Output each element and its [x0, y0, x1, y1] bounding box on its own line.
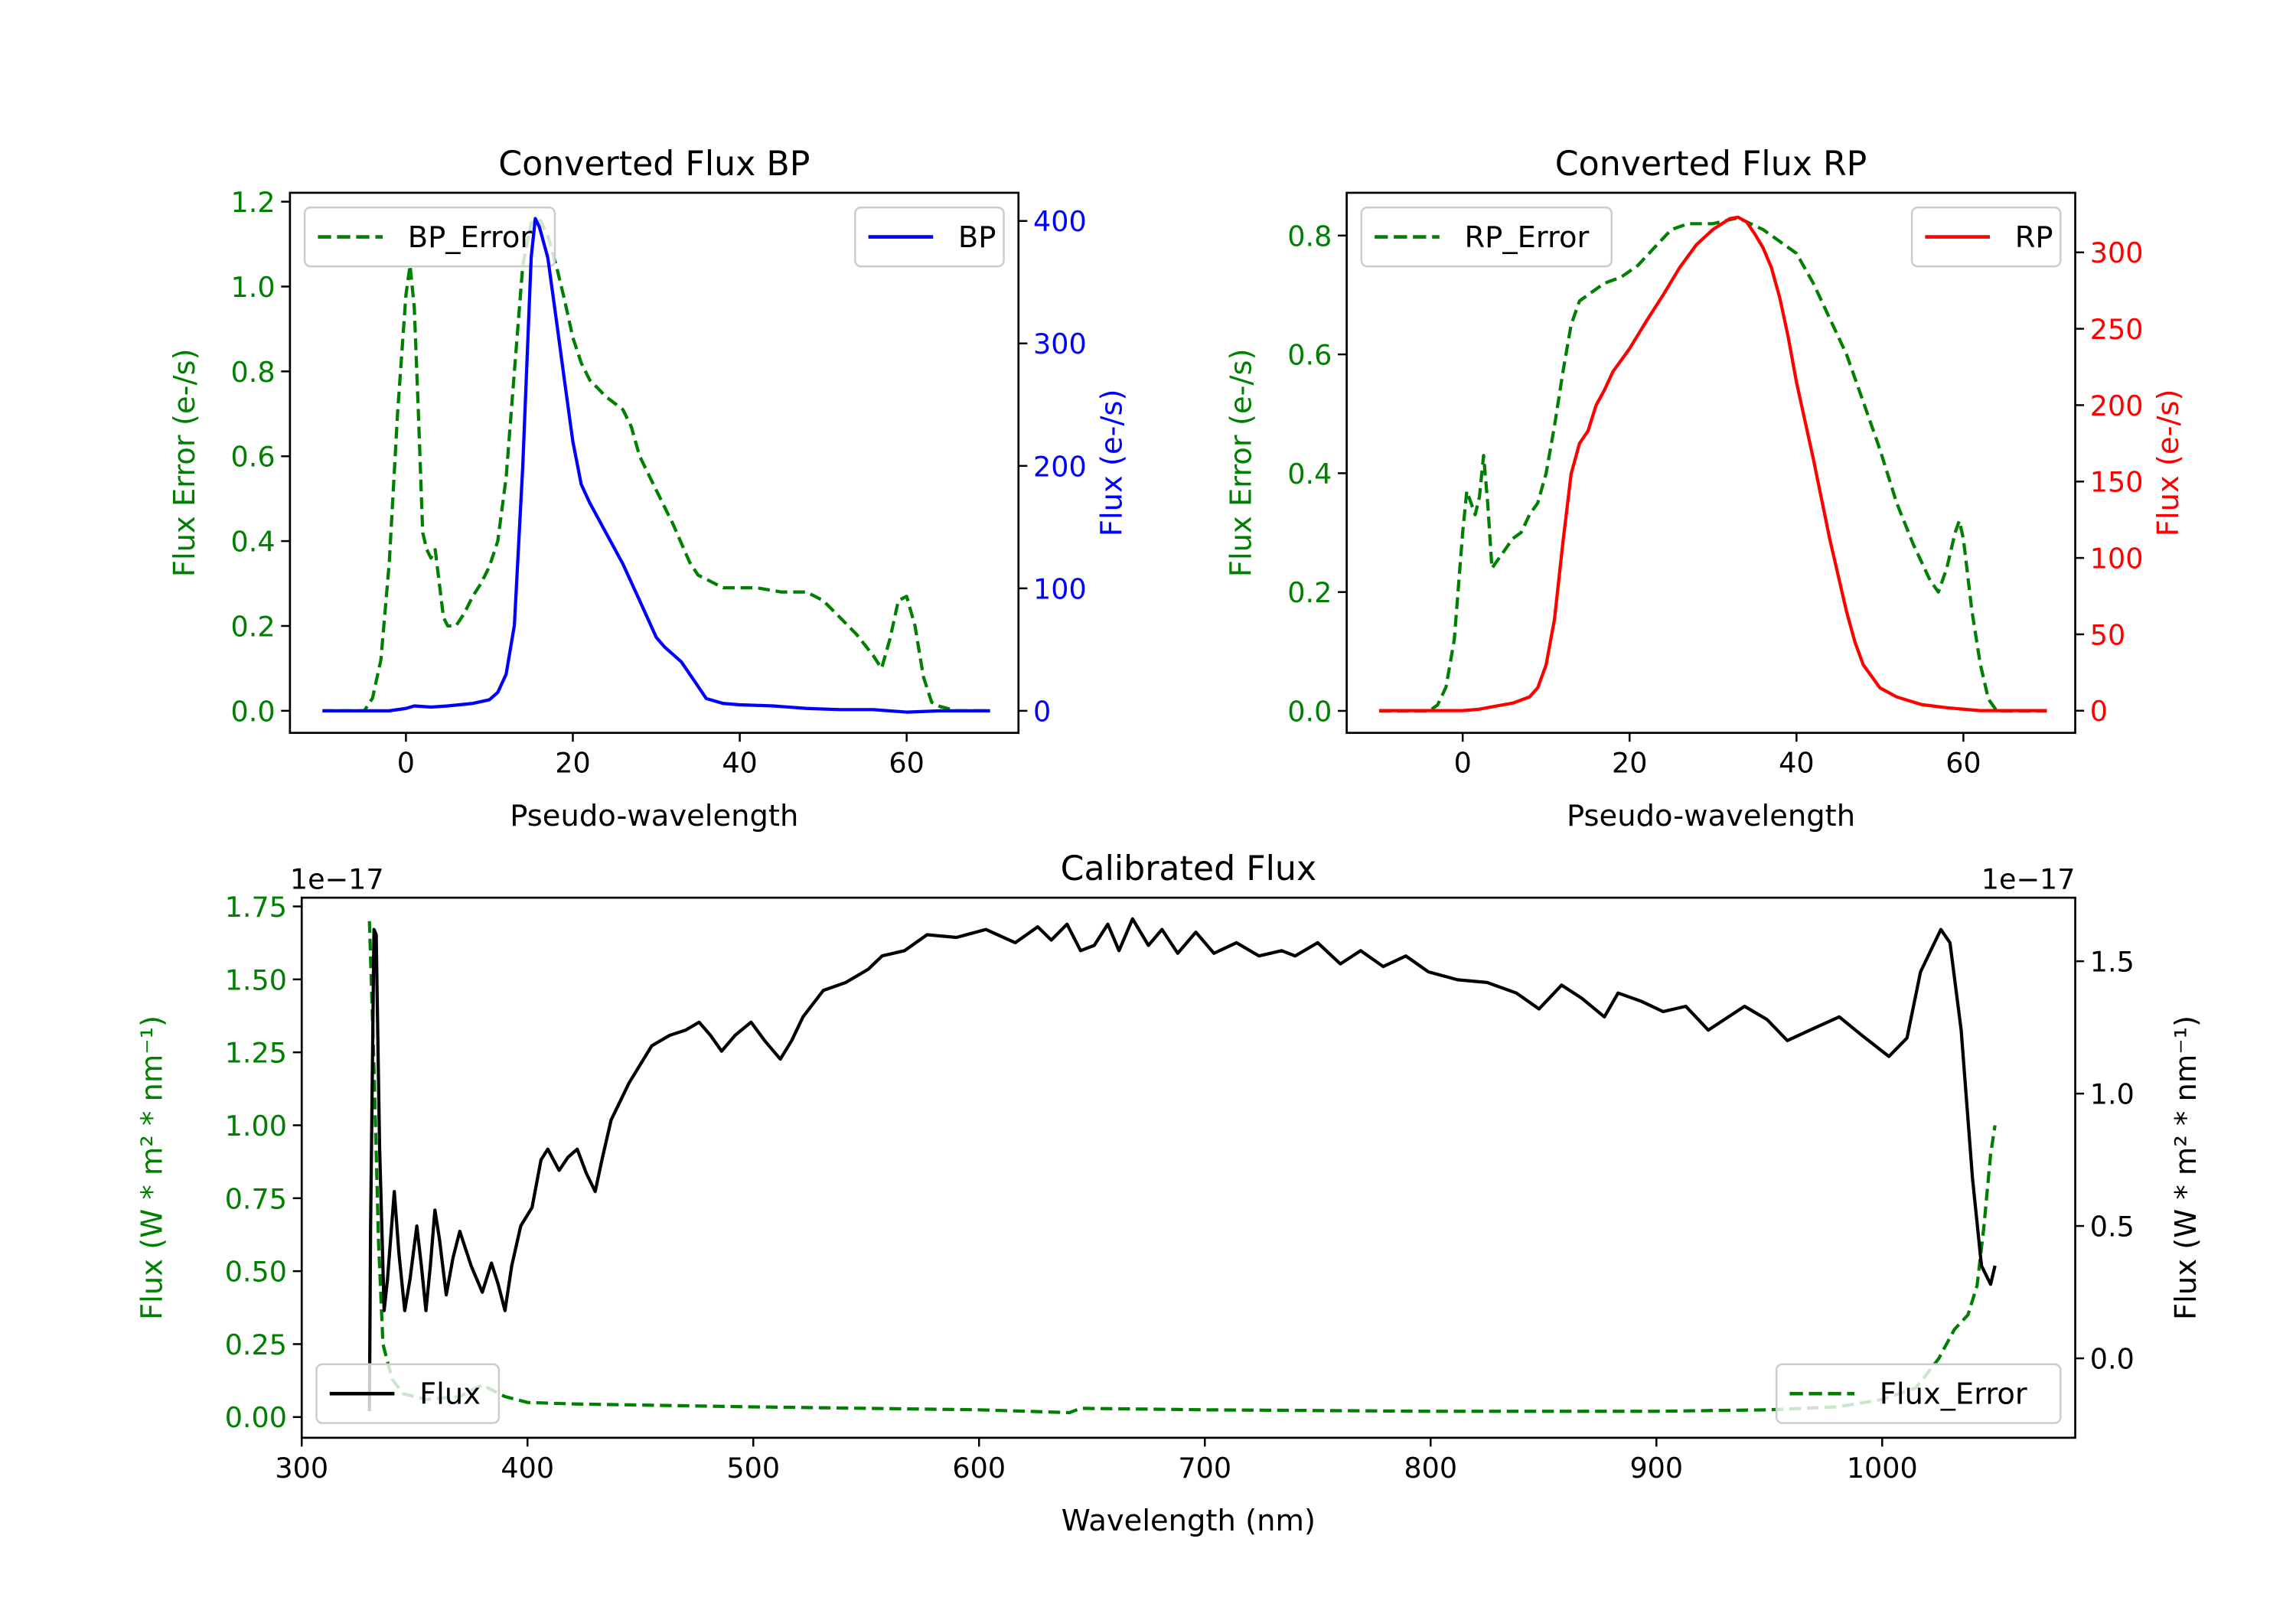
axes-frame [300, 896, 2076, 1439]
legend-label: Flux [419, 1377, 481, 1412]
chart-title: Converted Flux RP [1555, 145, 1867, 184]
y-right-tick-label: 300 [1033, 328, 1087, 360]
bp-panel: Converted Flux BP 0 20 40 60 Pseudo-wavelengt… [168, 145, 1130, 833]
y-left-tick-label: 0.6 [231, 441, 276, 474]
legend-bp-error: BP_Error [303, 206, 556, 268]
y-left-tick-label: 1.50 [225, 963, 287, 996]
rp-panel: Converted Flux RP 0 20 40 60 Pseudo-wavelengt… [1225, 145, 2187, 833]
x-tick-label: 600 [952, 1452, 1006, 1485]
y-left-tick-label: 0.6 [1287, 339, 1332, 372]
y-left-tick-label: 0.8 [231, 356, 276, 389]
y-left-tick-label: 0.4 [231, 526, 276, 559]
y-right-tick-label: 1.5 [2090, 946, 2135, 979]
legend-box [1360, 206, 1613, 268]
x-tick-label: 0 [1454, 747, 1472, 780]
legend-label: BP [958, 220, 996, 255]
series-line-rp-error [1379, 216, 2047, 713]
y-right-tick-label: 200 [2090, 390, 2144, 422]
x-tick-label: 400 [501, 1452, 554, 1485]
legend-box [315, 1363, 501, 1424]
y-left-tick-label: 1.25 [225, 1037, 287, 1070]
x-tick-label: 300 [275, 1452, 328, 1485]
x-tick-label: 800 [1404, 1452, 1457, 1485]
x-tick-label: 40 [722, 747, 757, 780]
legend-bp: BP [854, 206, 1005, 268]
legend-label: RP_Error [1464, 220, 1589, 255]
x-tick-label: 60 [889, 747, 924, 780]
y-right-tick-label: 0.0 [2090, 1343, 2135, 1376]
x-tick-label: 0 [397, 747, 415, 780]
series-line-bp-error [322, 217, 990, 712]
y-right-tick-label: 100 [1033, 572, 1087, 605]
y-left-tick-label: 0.00 [225, 1401, 287, 1434]
y-right-tick-label: 0 [2090, 695, 2108, 728]
chart-title: Calibrated Flux [1061, 849, 1316, 888]
x-tick-label: 60 [1945, 747, 1981, 780]
x-tick-label: 500 [726, 1452, 780, 1485]
legend-label: BP_Error [408, 220, 533, 255]
y-right-offset-text: 1e−17 [1981, 863, 2076, 896]
y-right-tick-label: 300 [2090, 236, 2144, 269]
x-tick-label: 20 [555, 747, 590, 780]
x-tick-label: 900 [1629, 1452, 1683, 1485]
y-left-tick-label: 0.0 [1287, 695, 1332, 728]
y-left-tick-label: 0.2 [1287, 576, 1332, 609]
legend-flux-error: Flux_Error [1775, 1363, 2062, 1424]
y-left-tick-label: 1.0 [231, 271, 276, 304]
y-right-tick-label: 100 [2090, 543, 2144, 575]
legend-rp: RP [1910, 206, 2062, 268]
legend-rp-error: RP_Error [1360, 206, 1613, 268]
x-tick-label: 20 [1612, 747, 1647, 780]
y-right-tick-label: 200 [1033, 450, 1087, 483]
y-right-axis-label: Flux (e-/s) [2151, 389, 2186, 536]
x-tick-label: 40 [1779, 747, 1814, 780]
y-left-tick-label: 1.75 [225, 891, 287, 924]
y-left-tick-label: 0.0 [231, 695, 276, 728]
y-left-tick-label: 1.2 [231, 186, 276, 219]
x-tick-label: 1000 [1847, 1452, 1918, 1485]
series-line-rp [1379, 215, 2047, 712]
series-line-flux [367, 917, 1997, 1412]
y-right-tick-label: 400 [1033, 205, 1087, 238]
axes-frame [1345, 191, 2076, 735]
legend-label: RP [2015, 220, 2053, 255]
y-right-tick-label: 150 [2090, 466, 2144, 499]
legend-label: Flux_Error [1880, 1377, 2027, 1412]
y-left-axis-label: Flux (W * m² * nm⁻¹) [135, 1015, 170, 1320]
y-right-tick-label: 250 [2090, 313, 2144, 346]
x-axis-label: Pseudo-wavelength [1567, 799, 1855, 833]
x-tick-label: 700 [1178, 1452, 1231, 1485]
x-axis-label: Wavelength (nm) [1062, 1504, 1316, 1538]
y-right-axis-label: Flux (e-/s) [1094, 389, 1129, 536]
y-left-tick-label: 0.2 [231, 610, 276, 643]
y-left-axis-label: Flux Error (e-/s) [168, 348, 202, 577]
legend-flux: Flux [315, 1363, 501, 1424]
legend-box [303, 206, 556, 268]
series-line-bp [322, 217, 990, 714]
y-right-axis-label: Flux (W * m² * nm⁻¹) [2169, 1015, 2203, 1320]
y-left-tick-label: 0.8 [1287, 220, 1332, 253]
calibrated-flux-panel: Calibrated Flux 300 400 500 600 700 800 900 1000… [135, 849, 2204, 1538]
chart-title: Converted Flux BP [498, 145, 810, 184]
y-left-tick-label: 0.4 [1287, 458, 1332, 491]
y-right-tick-label: 0 [1033, 695, 1051, 728]
y-left-tick-label: 0.25 [225, 1328, 287, 1361]
y-right-tick-label: 1.0 [2090, 1078, 2135, 1111]
y-left-tick-label: 0.50 [225, 1256, 287, 1289]
legend-box [1775, 1363, 2062, 1424]
y-left-tick-label: 1.00 [225, 1110, 287, 1143]
y-left-offset-text: 1e−17 [290, 863, 384, 896]
y-right-tick-label: 50 [2090, 618, 2125, 651]
y-left-tick-label: 0.75 [225, 1182, 287, 1215]
y-left-axis-label: Flux Error (e-/s) [1225, 348, 1259, 577]
y-right-tick-label: 0.5 [2090, 1211, 2135, 1244]
axes-frame [289, 191, 1020, 735]
x-axis-label: Pseudo-wavelength [510, 799, 798, 833]
